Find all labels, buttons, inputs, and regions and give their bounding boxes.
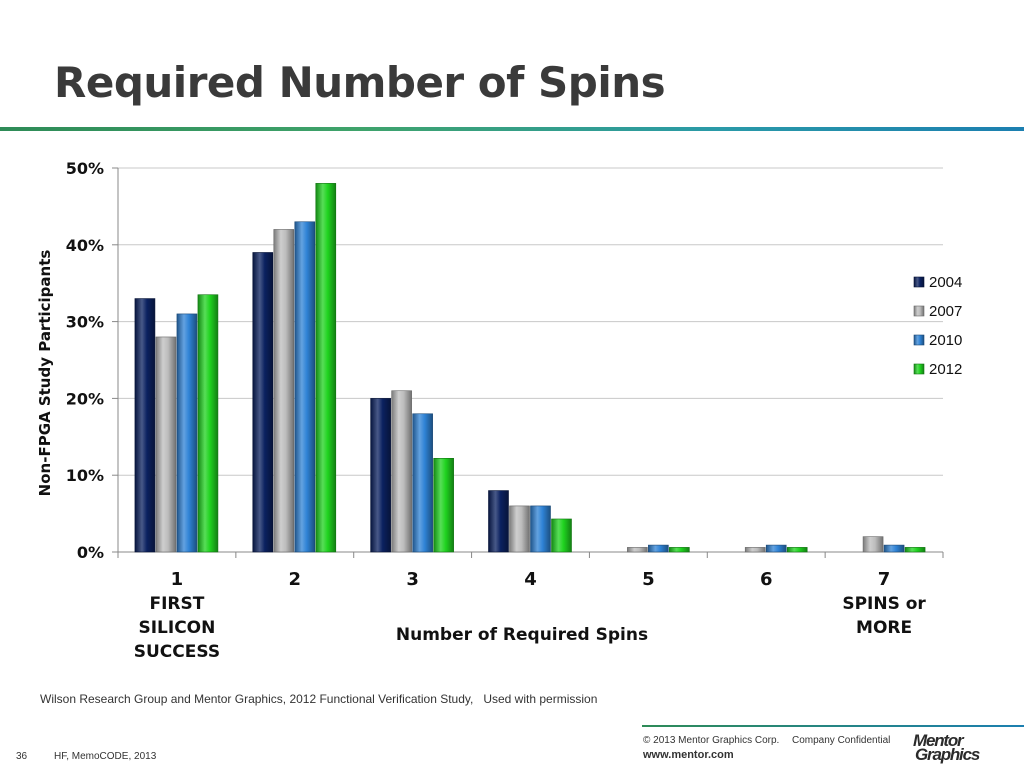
bar-2010-6 <box>765 544 787 553</box>
bar-2010-3 <box>412 413 433 553</box>
legend-swatch-2012 <box>913 363 925 375</box>
x-tick-label: 6 <box>760 569 773 590</box>
legend-label: 2010 <box>929 332 962 349</box>
sublabel-line: MORE <box>856 618 912 638</box>
sublabel-line: FIRST <box>149 594 204 614</box>
slide-number: 36 <box>16 751 28 762</box>
slide-title: Required Number of Spins <box>54 58 666 107</box>
bar-2012-6 <box>786 547 808 553</box>
legend-swatch-2010 <box>913 334 925 346</box>
bar-2007-3 <box>391 390 412 553</box>
bar-2007-1 <box>155 336 177 553</box>
logo-line-2: Graphics <box>915 745 980 764</box>
legend-swatch-2007 <box>913 305 925 317</box>
x-tick-label: 1 <box>171 569 184 590</box>
confidential-text: Company Confidential <box>792 735 891 746</box>
bar-2007-5 <box>627 547 648 553</box>
bar-2004-3 <box>370 398 391 553</box>
website-url: www.mentor.com <box>643 749 734 761</box>
x-axis-title: Number of Required Spins <box>396 625 648 645</box>
y-tick-label: 30% <box>66 313 104 332</box>
bar-2007-4 <box>509 505 530 553</box>
bar-2007-6 <box>744 547 766 553</box>
sublabel-line: SUCCESS <box>134 642 220 662</box>
y-tick-label: 20% <box>66 389 104 408</box>
x-tick-label: 4 <box>524 569 537 590</box>
bar-2010-4 <box>530 505 551 553</box>
bar-2012-1 <box>197 294 219 553</box>
copyright-text: © 2013 Mentor Graphics Corp. <box>643 735 780 746</box>
footer-divider <box>642 725 1024 727</box>
x-tick-label: 2 <box>289 569 302 590</box>
legend-swatch-2004 <box>913 276 925 288</box>
y-axis-title: Non-FPGA Study Participants <box>36 250 54 497</box>
logo-line-1: Mentor <box>913 731 964 750</box>
title-divider <box>0 127 1024 131</box>
bar-2004-4 <box>488 490 509 553</box>
y-tick-label: 10% <box>66 466 104 485</box>
bar-chart: 0% 10% 20% 30% 40% 50% 1 2 3 4 5 6 7 FIRST SILICON SUCC… <box>36 159 962 662</box>
x-tick-label: 5 <box>642 569 655 590</box>
category-sublabel: FIRST SILICON SUCCESS <box>134 594 220 662</box>
sublabel-line: SILICON <box>138 618 215 638</box>
bar-2012-7 <box>904 547 926 553</box>
bar-2012-3 <box>433 458 454 553</box>
legend-label: 2007 <box>929 303 962 320</box>
bar-2010-2 <box>294 221 316 553</box>
bar-2010-1 <box>176 313 198 553</box>
bar-2004-1 <box>134 298 156 553</box>
bar-2007-2 <box>273 229 295 553</box>
bar-2012-4 <box>551 518 572 553</box>
bar-2007-7 <box>862 536 884 553</box>
category-sublabel: SPINS or MORE <box>842 594 926 638</box>
bar-2012-5 <box>669 547 690 553</box>
legend-label: 2012 <box>929 361 962 378</box>
event-name: HF, MemoCODE, 2013 <box>54 751 157 762</box>
y-tick-label: 40% <box>66 236 104 255</box>
sublabel-line: SPINS or <box>842 594 926 614</box>
legend-label: 2004 <box>929 274 962 291</box>
bar-2010-5 <box>648 544 669 553</box>
bar-2010-7 <box>883 544 905 553</box>
x-tick-label: 7 <box>878 569 891 590</box>
x-tick-label: 3 <box>406 569 419 590</box>
source-note: Wilson Research Group and Mentor Graphic… <box>40 692 598 706</box>
y-tick-label: 50% <box>66 159 104 178</box>
mentor-graphics-logo: Mentor Graphics <box>913 731 1003 764</box>
bar-2012-2 <box>315 183 337 553</box>
bar-2004-2 <box>252 252 274 553</box>
y-tick-label: 0% <box>77 543 104 562</box>
